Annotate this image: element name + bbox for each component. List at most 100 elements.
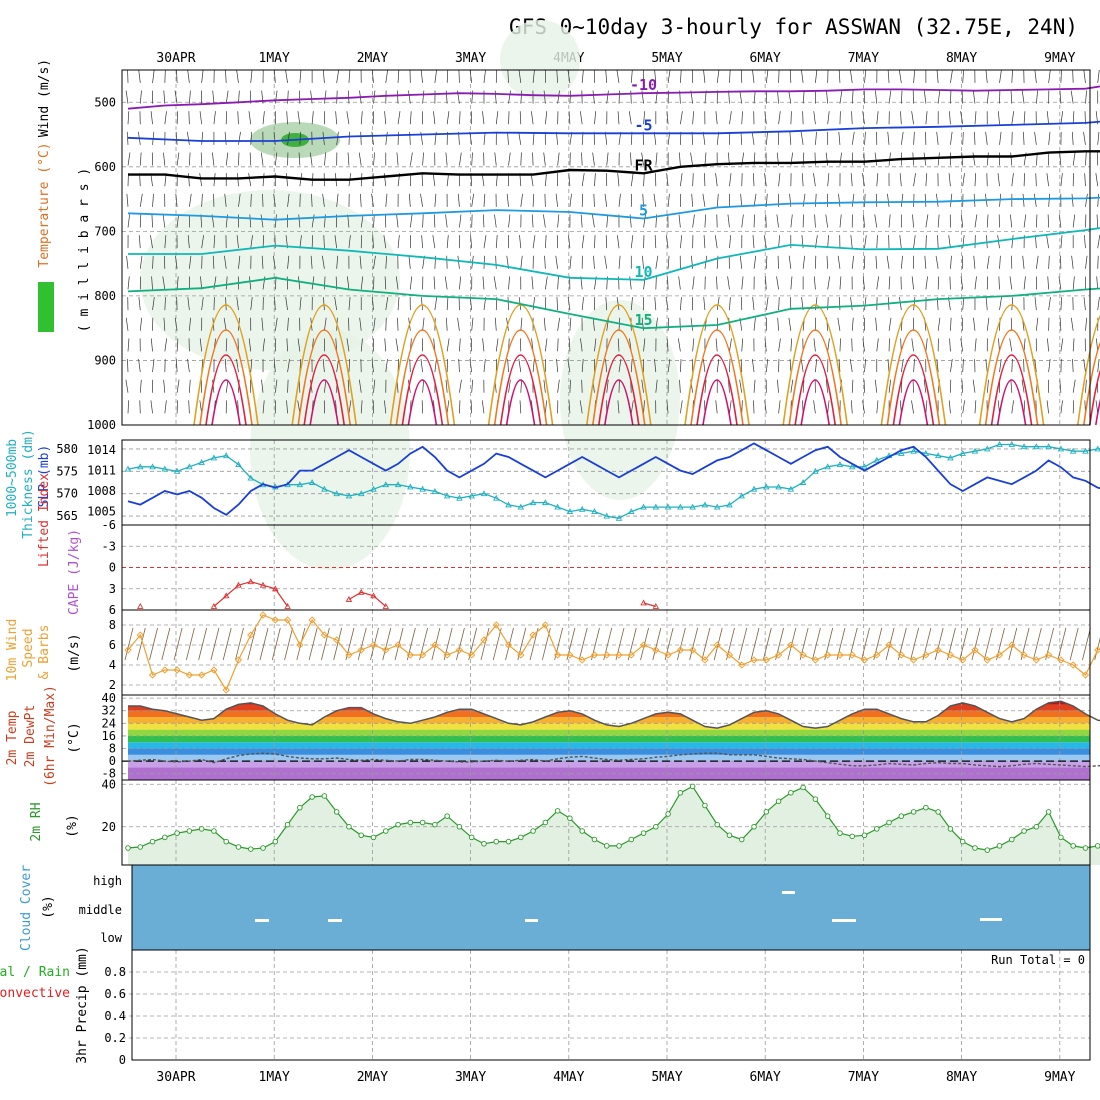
- wind-barb: [557, 317, 561, 331]
- wind-barb: [556, 69, 558, 83]
- wind-barb: [750, 627, 760, 661]
- wind-barb: [862, 111, 865, 125]
- wind-barb: [728, 379, 730, 393]
- wind-barb: [838, 131, 841, 145]
- wind-barb: [726, 627, 735, 661]
- wind-barb: [471, 193, 474, 207]
- wind-barb: [790, 276, 793, 290]
- wind-barb: [827, 297, 829, 311]
- wind-barb: [434, 193, 437, 207]
- wind-barb: [679, 317, 681, 331]
- wind-barb: [175, 193, 178, 207]
- wind-speed-point: [897, 651, 905, 659]
- wind-barb: [164, 69, 166, 83]
- wind-barb: [667, 69, 671, 83]
- wind-barb: [925, 111, 928, 125]
- wind-barb: [974, 111, 977, 125]
- wind-barb: [1020, 627, 1030, 661]
- wind-barb: [606, 152, 609, 166]
- wind-barb: [385, 69, 388, 83]
- temperature-contour-orange: [788, 329, 842, 426]
- wind-barb: [581, 379, 583, 393]
- temperature-contour-magenta: [1095, 398, 1100, 426]
- wind-barb: [799, 627, 809, 661]
- wind-barb: [715, 173, 718, 187]
- temperature-contour-red: [990, 354, 1033, 426]
- wind-barb: [371, 193, 374, 207]
- wind-barb: [139, 400, 141, 414]
- y-tick-label: 32: [102, 704, 116, 718]
- thickness-point: [591, 508, 598, 515]
- wind-barb: [863, 152, 865, 166]
- wind-barb: [1072, 379, 1076, 393]
- wind-barb: [985, 297, 988, 311]
- wind-speed-point: [1008, 641, 1016, 649]
- wind-barb: [885, 627, 895, 661]
- bottom-date-label: 2MAY: [357, 1070, 388, 1085]
- wind-barb: [409, 276, 413, 290]
- wind-barb: [605, 235, 608, 249]
- bottom-date-label: 7MAY: [848, 1070, 879, 1085]
- wind-barb: [323, 297, 325, 311]
- rh-point: [861, 832, 868, 839]
- wind-barb: [482, 214, 485, 228]
- temperature-contour-orange: [297, 329, 351, 426]
- wind-barb: [678, 214, 681, 228]
- wind-barb: [813, 111, 816, 125]
- y-tick-label: 8: [109, 742, 116, 756]
- wind-barb: [287, 359, 290, 373]
- wind-barb: [616, 69, 620, 83]
- wind-barb: [136, 627, 146, 661]
- temperature-band: [128, 717, 1090, 724]
- wind-barb: [299, 235, 302, 249]
- wind-barb: [569, 317, 572, 331]
- wind-barb: [580, 214, 583, 228]
- wind-barb: [286, 338, 288, 352]
- wind-barb: [680, 400, 683, 414]
- wind-barb: [1085, 317, 1088, 331]
- wind-barb: [175, 359, 178, 373]
- wind-barb: [703, 69, 706, 83]
- wind-barb: [519, 400, 522, 414]
- wind-barb: [739, 90, 743, 104]
- temperature-contour: [127, 276, 1100, 330]
- wind-barb: [765, 255, 768, 269]
- wind-barb: [459, 111, 461, 125]
- wind-barb: [864, 235, 867, 249]
- wind-speed-point: [529, 631, 537, 639]
- wind-barb: [911, 400, 914, 414]
- wind-barb: [973, 317, 976, 331]
- thickness-point: [848, 463, 856, 470]
- rh-point: [125, 845, 131, 851]
- wind-barb: [126, 255, 129, 269]
- wind-barb: [1057, 627, 1067, 661]
- wind-barb: [284, 627, 293, 661]
- wind-barb: [888, 90, 892, 104]
- wind-barb: [579, 400, 583, 414]
- wind-barb: [444, 276, 448, 290]
- y-tick-label: 8: [109, 618, 116, 632]
- temperature-contour: [127, 120, 1100, 142]
- axis-title: (°C): [67, 722, 82, 753]
- wind-barb: [432, 235, 436, 249]
- wind-speed-point: [824, 651, 832, 659]
- wind-barb: [876, 276, 879, 290]
- axis-title: 2m DewPt: [23, 705, 38, 768]
- wind-barb: [384, 400, 387, 414]
- wind-barb: [800, 359, 804, 373]
- lifted-index-point: [247, 578, 255, 585]
- wind-barb: [913, 359, 915, 373]
- thickness-point: [1020, 443, 1028, 450]
- temperature-contour: [128, 227, 1100, 281]
- wind-barb: [385, 359, 388, 373]
- wind-barb: [201, 193, 203, 207]
- wind-barb: [762, 627, 772, 661]
- temperature-contour-red: [1089, 369, 1100, 426]
- wind-barb: [336, 193, 339, 207]
- wind-barb: [372, 235, 374, 249]
- wind-barb: [494, 317, 497, 331]
- wind-barb: [763, 235, 767, 249]
- wind-speed-point: [185, 671, 194, 679]
